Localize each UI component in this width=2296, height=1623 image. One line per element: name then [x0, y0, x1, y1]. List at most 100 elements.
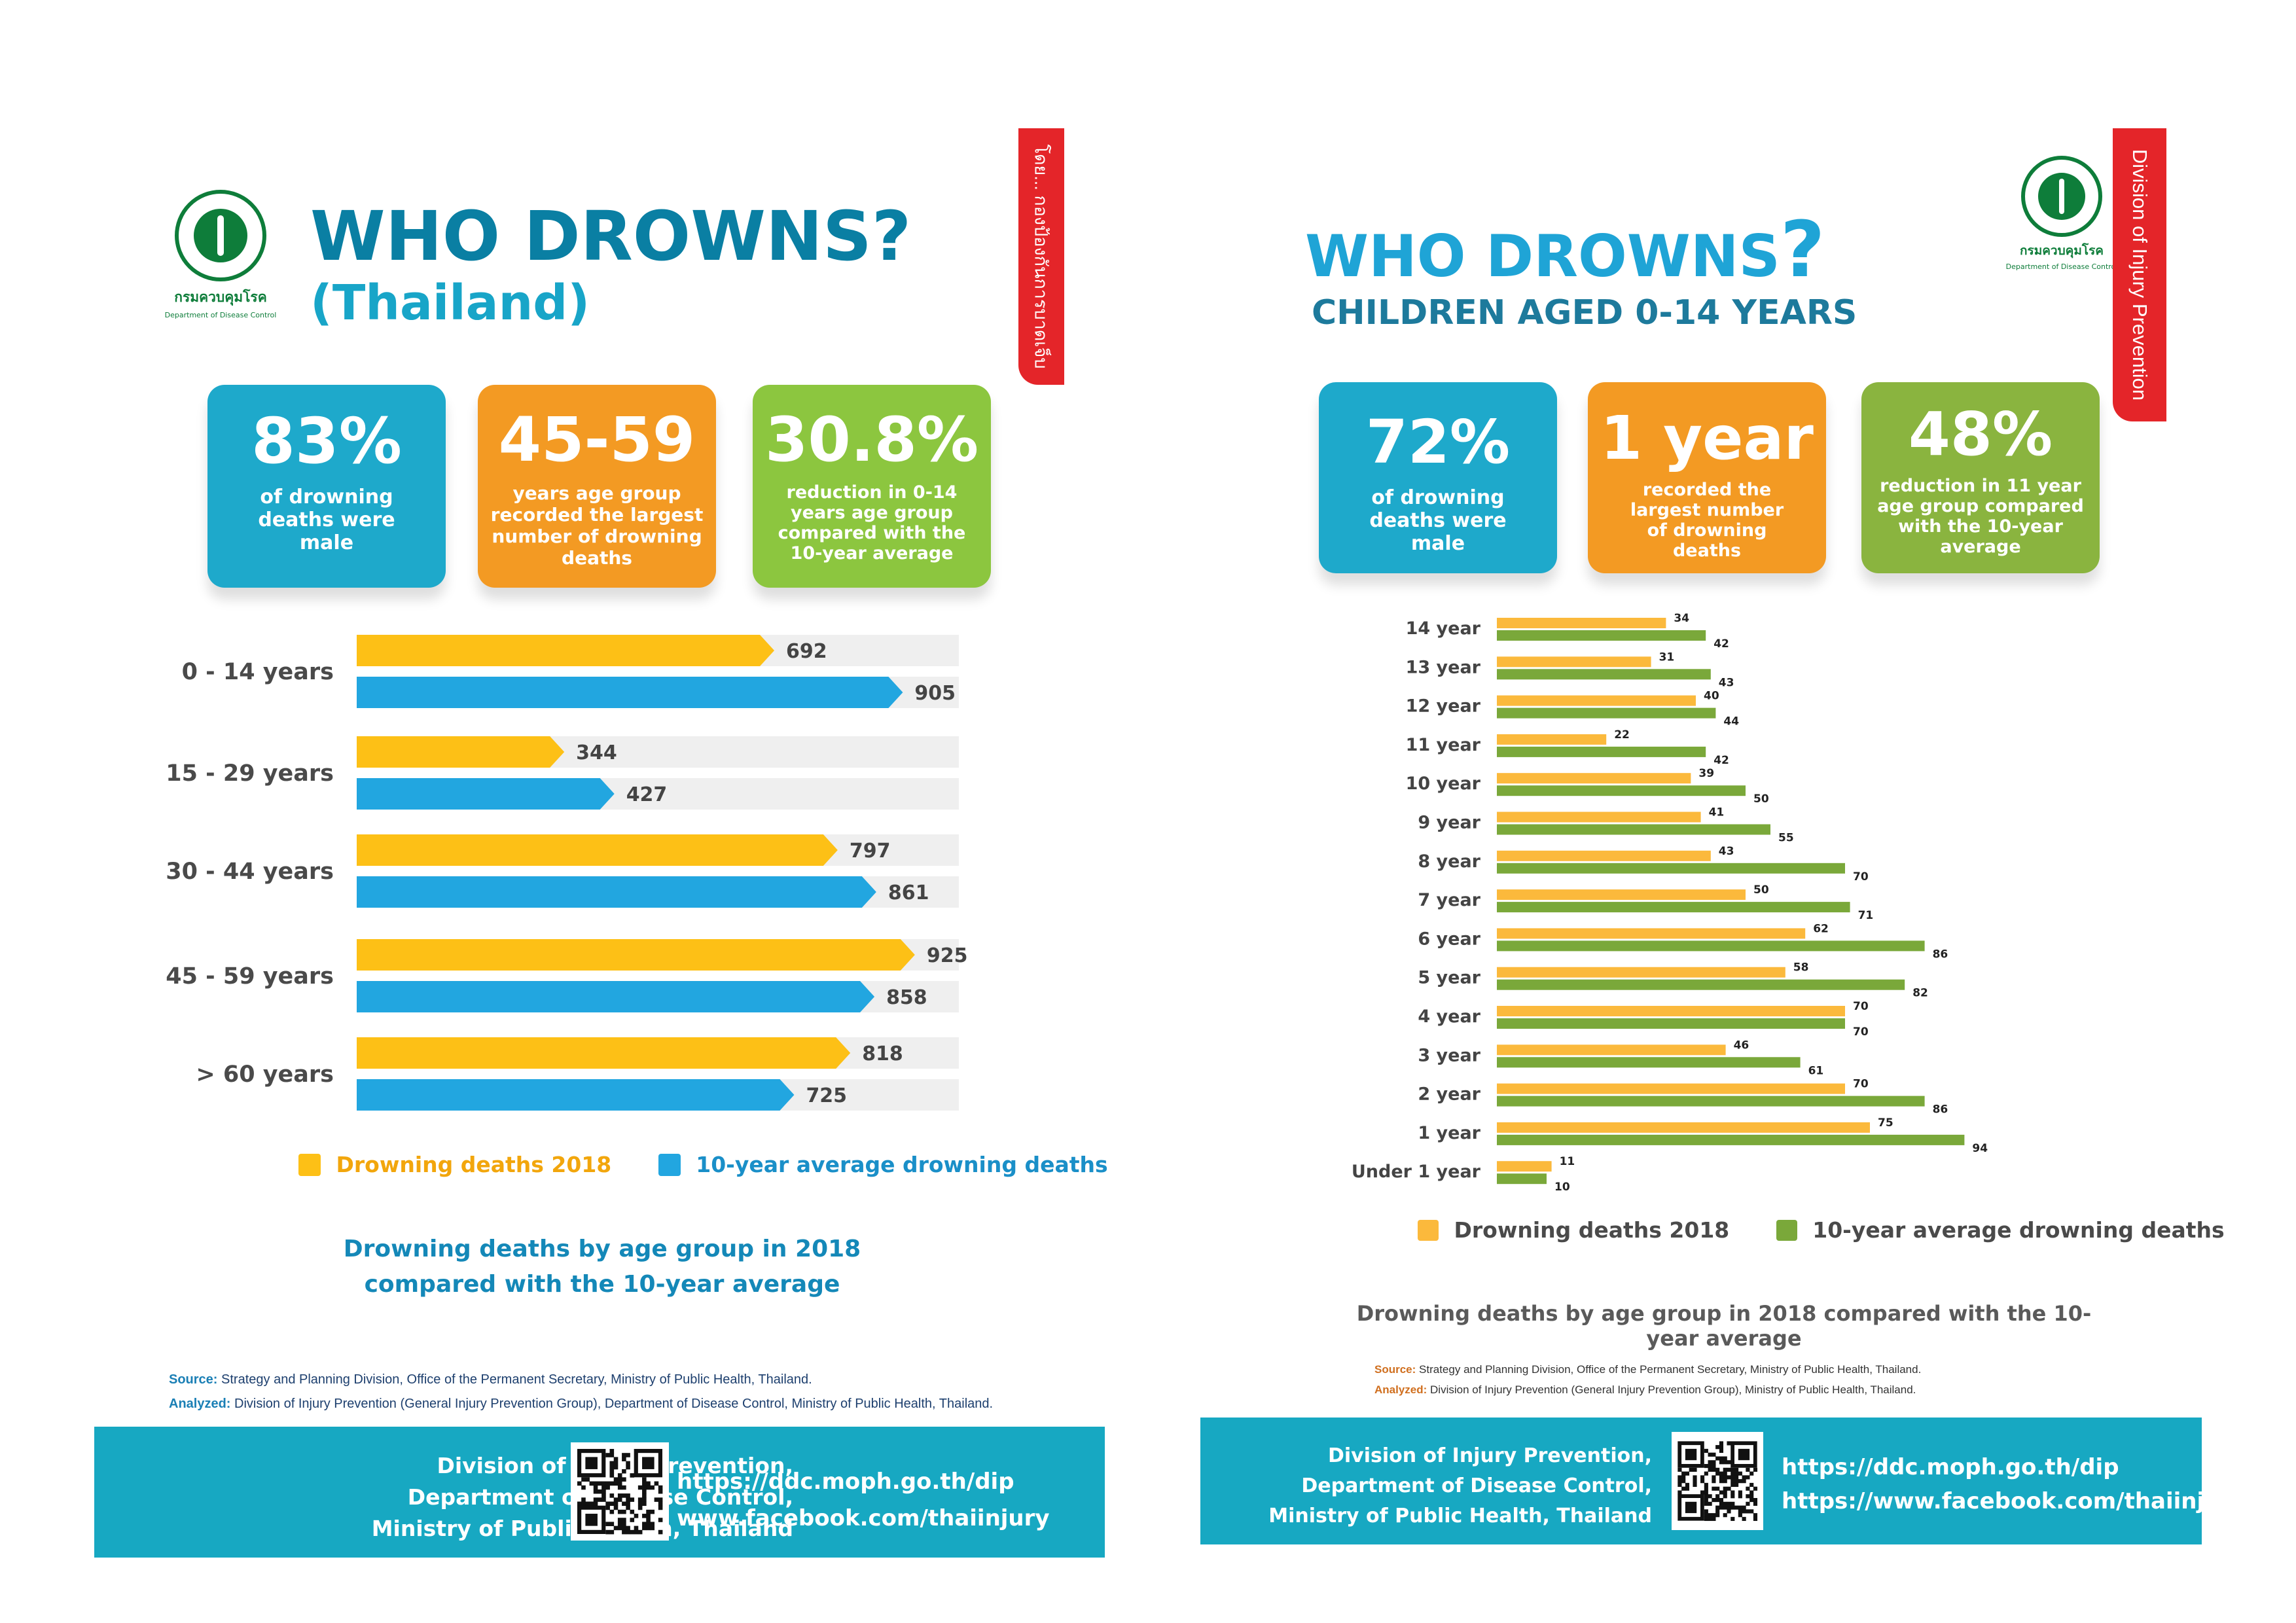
legend-label-2018: Drowning deaths 2018 [336, 1152, 612, 1177]
footer-banner: Division of Injury Prevention, Departmen… [94, 1427, 1105, 1558]
side-tab: Division of Injury Prevention [2113, 128, 2166, 421]
qr-code-icon[interactable] [571, 1442, 669, 1541]
qr-finder-center [1738, 1448, 1750, 1461]
stat-description: reduction in 0-14 years age group compar… [778, 482, 966, 563]
qr-module [1734, 1467, 1739, 1472]
qr-module [1738, 1509, 1742, 1514]
website-link[interactable]: https://ddc.moph.go.th/dip [1782, 1454, 2119, 1480]
qr-module [642, 1489, 647, 1494]
website-link[interactable]: https://ddc.moph.go.th/dip [677, 1469, 1014, 1495]
qr-module [1719, 1490, 1724, 1495]
qr-module [613, 1501, 619, 1507]
value-label-average: 10 [1554, 1181, 1570, 1191]
qr-module [1693, 1479, 1697, 1484]
analyzed-note: Analyzed: Division of Injury Prevention … [1374, 1383, 1916, 1397]
qr-module [1677, 1479, 1682, 1484]
qr-module [646, 1525, 651, 1531]
stat-description: of drowning deaths were male [1369, 486, 1507, 555]
legend-swatch-average [1776, 1219, 1797, 1241]
qr-module [1708, 1464, 1712, 1469]
category-label: > 60 years [196, 1061, 334, 1088]
qr-module [642, 1501, 647, 1507]
bar-average [1497, 824, 1770, 835]
qr-module [1719, 1460, 1724, 1465]
category-label: 5 year [1418, 968, 1480, 988]
qr-module [1704, 1490, 1708, 1495]
side-tab-text: Division of Injury Prevention [2128, 149, 2151, 401]
value-label-2018: 75 [1878, 1116, 1893, 1130]
bar-2018 [357, 1037, 851, 1069]
qr-module [658, 1501, 663, 1507]
stat-description: reduction in 11 year age group compared … [1877, 476, 2084, 557]
qr-module [593, 1489, 598, 1494]
qr-module [1731, 1505, 1735, 1510]
qr-module [1749, 1494, 1754, 1499]
qr-module [1753, 1516, 1758, 1522]
qr-module [626, 1497, 630, 1502]
qr-module [1727, 1475, 1731, 1480]
qr-module [646, 1509, 651, 1514]
qr-module [1727, 1441, 1731, 1446]
category-label: 12 year [1406, 696, 1481, 717]
bar-average [1497, 707, 1716, 719]
qr-module [1731, 1471, 1735, 1476]
qr-module [1723, 1501, 1727, 1506]
bar-average [1497, 979, 1905, 990]
qr-module [634, 1514, 639, 1518]
stat-card-male: 72% of drowning deaths were male [1319, 382, 1557, 573]
footer-org-line: Ministry of Public Health, Thailand [1268, 1505, 1652, 1527]
qr-module [1677, 1467, 1682, 1472]
qr-module [1731, 1467, 1735, 1472]
qr-module [605, 1481, 610, 1486]
qr-module [1693, 1482, 1697, 1488]
value-label-average: 858 [886, 986, 927, 1009]
value-label-2018: 46 [1734, 1039, 1749, 1052]
ministry-seal-icon [2021, 156, 2102, 237]
qr-module [622, 1469, 626, 1474]
qr-module [1723, 1460, 1727, 1465]
stat-description: recorded the largest number of drowning … [1630, 480, 1784, 561]
qr-module [597, 1497, 602, 1502]
qr-module [630, 1529, 635, 1535]
qr-module [601, 1493, 606, 1498]
qr-module [1731, 1482, 1735, 1488]
qr-module [622, 1529, 626, 1535]
value-label-2018: 344 [576, 741, 617, 764]
value-label-average: 71 [1858, 909, 1874, 922]
stat-value: 48% [1908, 399, 2053, 469]
qr-module [589, 1481, 594, 1486]
qr-module [1704, 1464, 1708, 1469]
qr-module [622, 1501, 626, 1507]
source-text: Strategy and Planning Division, Office o… [1419, 1363, 1922, 1376]
analyzed-label: Analyzed: [169, 1397, 231, 1411]
facebook-link[interactable]: www.facebook.com/thaiinjury [677, 1505, 1050, 1531]
side-tab-text: โดย... กองป้องกันการบาดเจ็บ [1031, 144, 1051, 369]
qr-module [1715, 1471, 1720, 1476]
qr-finder-center [1685, 1448, 1697, 1461]
qr-module [658, 1529, 663, 1535]
qr-module [609, 1453, 615, 1457]
caption-line-1: Drowning deaths by age group in 2018 [343, 1236, 861, 1262]
qr-module [1753, 1513, 1758, 1518]
qr-module [630, 1497, 635, 1502]
qr-module [1723, 1494, 1727, 1499]
qr-module [1723, 1513, 1727, 1518]
category-label: 13 year [1406, 657, 1481, 677]
qr-module [1719, 1456, 1724, 1461]
page-title: WHO DROWNS? [310, 196, 912, 276]
legend-swatch-average [658, 1153, 681, 1176]
qr-module [597, 1481, 602, 1486]
legend-label-average: 10-year average drowning deaths [1812, 1217, 2225, 1243]
qr-module [650, 1509, 655, 1514]
qr-module [637, 1497, 643, 1502]
child-age-bar-chart: 14 year 34 42 13 year 31 43 12 year 40 44 11 year… [1352, 612, 1988, 1191]
qr-module [1727, 1501, 1731, 1506]
qr-module [630, 1509, 635, 1514]
qr-module [1715, 1509, 1720, 1514]
qr-code-icon[interactable] [1672, 1432, 1763, 1530]
facebook-link[interactable]: https://www.facebook.com/thaiinjury [1782, 1488, 2246, 1514]
title-question-mark: ? [1780, 204, 1825, 294]
ddc-logo: กรมควบคุมโรค Department of Disease Contr… [1990, 156, 2134, 271]
qr-module [626, 1505, 630, 1510]
bar-2018 [1497, 889, 1746, 901]
